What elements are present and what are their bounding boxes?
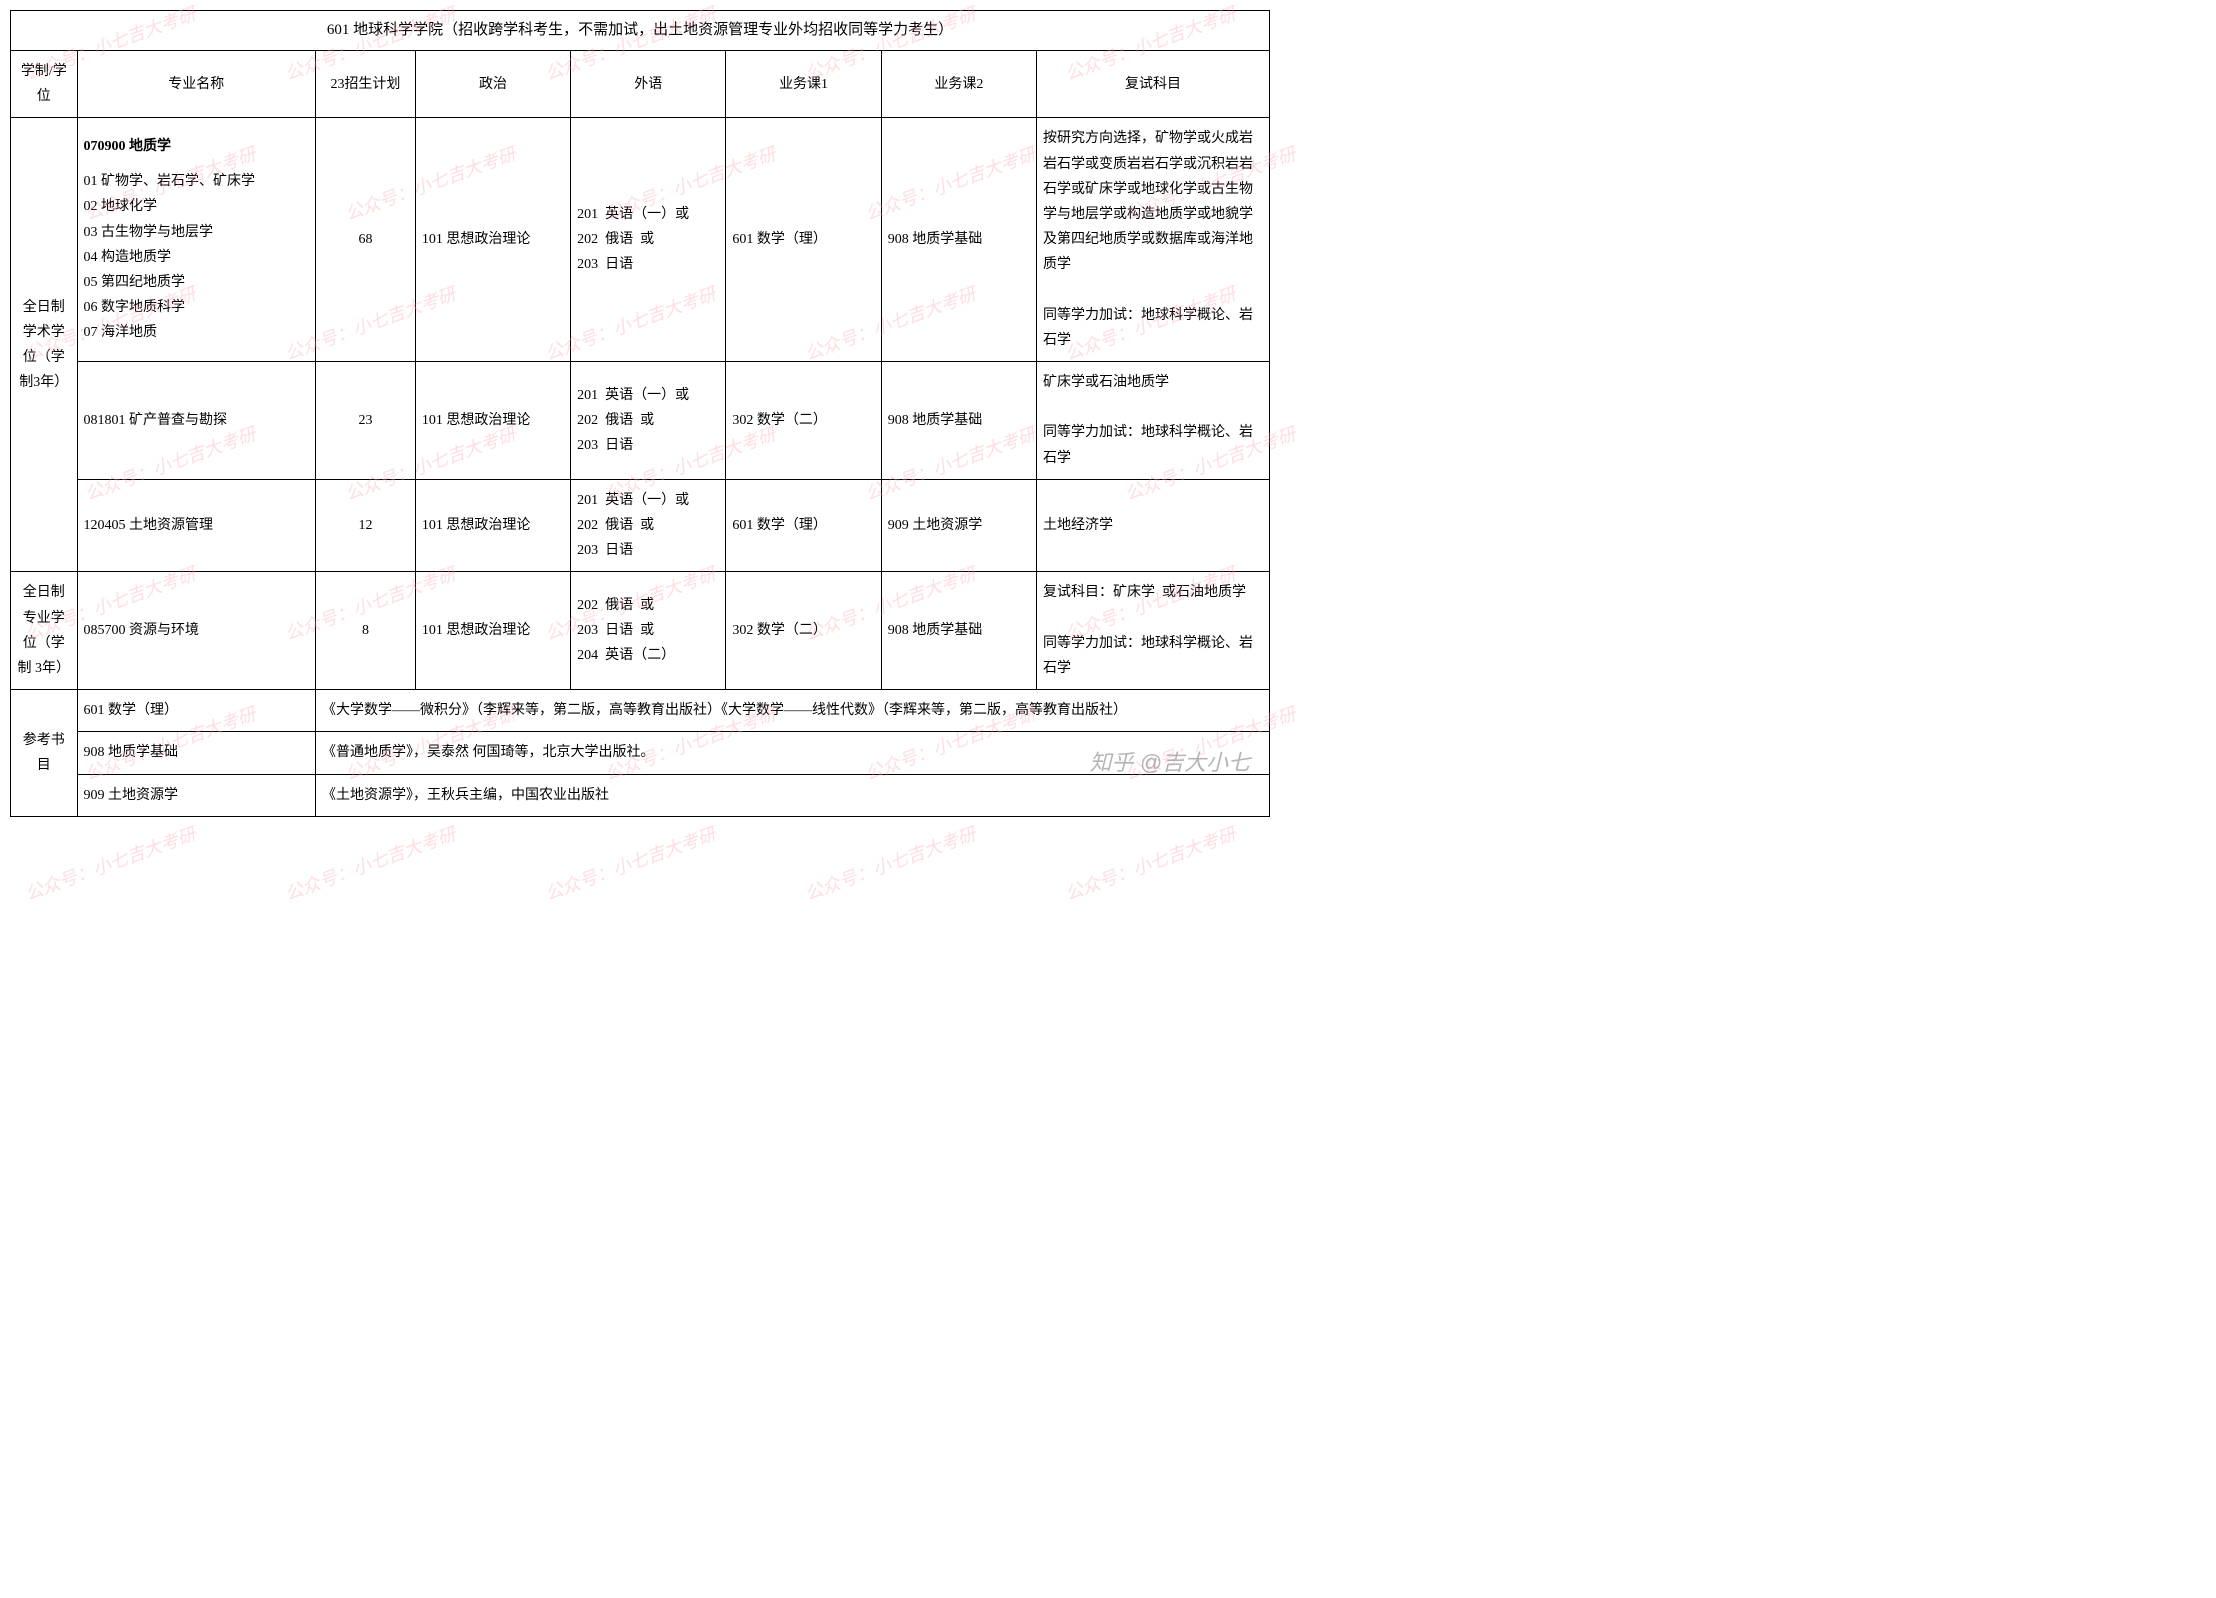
watermark-text: 公众号：小七吉大考研 [541, 820, 719, 906]
table-row: 909 土地资源学 《土地资源学》，王秋兵主编，中国农业出版社 [11, 774, 1270, 816]
header-plan: 23招生计划 [316, 51, 416, 118]
ref-value: 《大学数学——微积分》（李辉来等，第二版，高等教育出版社）《大学数学——线性代数… [316, 690, 1270, 732]
header-degree: 学制/学位 [11, 51, 78, 118]
foreign-cell: 202 俄语 或 203 日语 或 204 英语（二） [571, 572, 726, 690]
ref-key: 909 土地资源学 [77, 774, 315, 816]
degree-cell: 全日制学术学位（学制3年） [11, 118, 78, 572]
plan-cell: 12 [316, 479, 416, 572]
header-foreign: 外语 [571, 51, 726, 118]
header-row: 学制/学位 专业名称 23招生计划 政治 外语 业务课1 业务课2 复试科目 [11, 51, 1270, 118]
major-cell: 120405 土地资源管理 [77, 479, 315, 572]
course1-cell: 302 数学（二） [726, 572, 881, 690]
header-major: 专业名称 [77, 51, 315, 118]
course1-cell: 601 数学（理） [726, 479, 881, 572]
foreign-cell: 201 英语（一）或 202 俄语 或 203 日语 [571, 479, 726, 572]
course1-cell: 601 数学（理） [726, 118, 881, 362]
foreign-cell: 201 英语（一）或 202 俄语 或 203 日语 [571, 118, 726, 362]
ref-value: 《普通地质学》，吴泰然 何国琦等，北京大学出版社。 [316, 732, 1270, 774]
major-cell: 070900 地质学 01 矿物学、岩石学、矿床学 02 地球化学 03 古生物… [77, 118, 315, 362]
table-row: 908 地质学基础 《普通地质学》，吴泰然 何国琦等，北京大学出版社。 [11, 732, 1270, 774]
watermark-text: 公众号：小七吉大考研 [801, 820, 979, 906]
watermark-text: 公众号：小七吉大考研 [21, 820, 199, 906]
retest-cell: 矿床学或石油地质学 同等学力加试：地球科学概论、岩石学 [1036, 362, 1269, 480]
title-row: 601 地球科学学院（招收跨学科考生，不需加试，出土地资源管理专业外均招收同等学… [11, 11, 1270, 51]
admissions-table: 601 地球科学学院（招收跨学科考生，不需加试，出土地资源管理专业外均招收同等学… [10, 10, 1270, 817]
watermark-text: 公众号：小七吉大考研 [281, 820, 459, 906]
table-row: 全日制学术学位（学制3年） 070900 地质学 01 矿物学、岩石学、矿床学 … [11, 118, 1270, 362]
course2-cell: 909 土地资源学 [881, 479, 1036, 572]
course1-cell: 302 数学（二） [726, 362, 881, 480]
plan-cell: 23 [316, 362, 416, 480]
major-sublist: 01 矿物学、岩石学、矿床学 02 地球化学 03 古生物学与地层学 04 构造… [84, 169, 309, 345]
major-cell: 085700 资源与环境 [77, 572, 315, 690]
table-row: 120405 土地资源管理 12 101 思想政治理论 201 英语（一）或 2… [11, 479, 1270, 572]
table-row: 081801 矿产普查与勘探 23 101 思想政治理论 201 英语（一）或 … [11, 362, 1270, 480]
major-cell: 081801 矿产普查与勘探 [77, 362, 315, 480]
course2-cell: 908 地质学基础 [881, 118, 1036, 362]
header-politics: 政治 [415, 51, 570, 118]
header-course2: 业务课2 [881, 51, 1036, 118]
table-title: 601 地球科学学院（招收跨学科考生，不需加试，出土地资源管理专业外均招收同等学… [11, 11, 1270, 51]
course2-cell: 908 地质学基础 [881, 362, 1036, 480]
table-row: 全日制专业学位（学制 3年） 085700 资源与环境 8 101 思想政治理论… [11, 572, 1270, 690]
degree-cell: 全日制专业学位（学制 3年） [11, 572, 78, 690]
foreign-cell: 201 英语（一）或 202 俄语 或 203 日语 [571, 362, 726, 480]
ref-value: 《土地资源学》，王秋兵主编，中国农业出版社 [316, 774, 1270, 816]
plan-cell: 8 [316, 572, 416, 690]
ref-key: 601 数学（理） [77, 690, 315, 732]
ref-key: 908 地质学基础 [77, 732, 315, 774]
table-row: 参考书目 601 数学（理） 《大学数学——微积分》（李辉来等，第二版，高等教育… [11, 690, 1270, 732]
plan-cell: 68 [316, 118, 416, 362]
politics-cell: 101 思想政治理论 [415, 479, 570, 572]
politics-cell: 101 思想政治理论 [415, 572, 570, 690]
major-title: 070900 地质学 [84, 134, 309, 159]
politics-cell: 101 思想政治理论 [415, 362, 570, 480]
header-retest: 复试科目 [1036, 51, 1269, 118]
retest-cell: 按研究方向选择，矿物学或火成岩岩石学或变质岩岩石学或沉积岩岩石学或矿床学或地球化… [1036, 118, 1269, 362]
retest-cell: 复试科目：矿床学 或石油地质学 同等学力加试：地球科学概论、岩石学 [1036, 572, 1269, 690]
course2-cell: 908 地质学基础 [881, 572, 1036, 690]
retest-cell: 土地经济学 [1036, 479, 1269, 572]
watermark-text: 公众号：小七吉大考研 [1061, 820, 1239, 906]
politics-cell: 101 思想政治理论 [415, 118, 570, 362]
header-course1: 业务课1 [726, 51, 881, 118]
refs-label: 参考书目 [11, 690, 78, 817]
